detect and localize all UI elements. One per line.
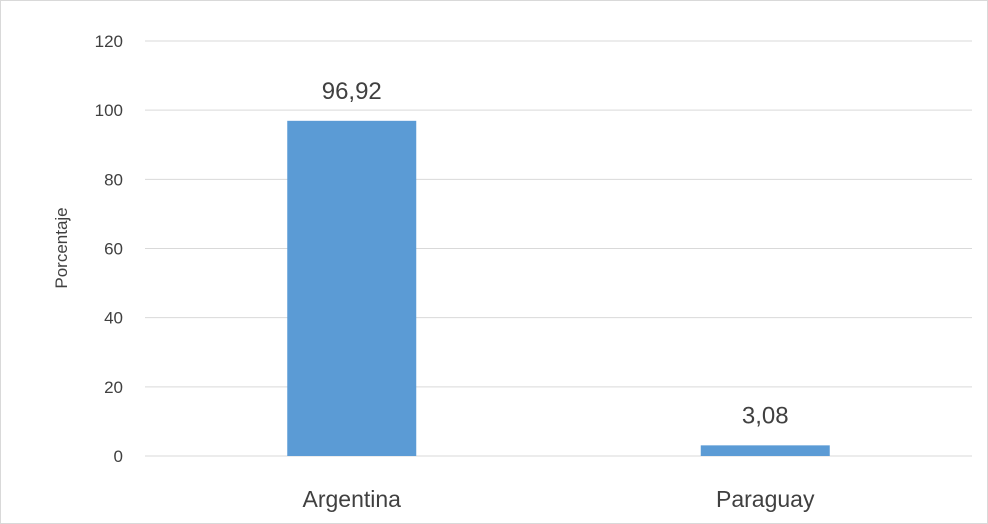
y-tick-label: 100 [95, 101, 123, 120]
y-axis-tick-labels: 0 20 40 60 80 100 120 [95, 32, 123, 466]
bar-paraguay [700, 445, 830, 456]
category-label-paraguay: Paraguay [716, 486, 815, 512]
category-label-argentina: Argentina [303, 486, 402, 512]
data-label-argentina: 96,92 [322, 78, 382, 105]
data-label-paraguay: 3,08 [742, 402, 789, 429]
bar-argentina [287, 120, 417, 457]
y-tick-label: 0 [114, 447, 123, 466]
y-tick-label: 120 [95, 32, 123, 51]
data-labels: 96,92 3,08 [322, 78, 789, 430]
y-axis-title: Porcentaje [52, 207, 71, 288]
y-tick-label: 80 [104, 170, 123, 189]
y-tick-label: 60 [104, 240, 123, 259]
x-axis-category-labels: Argentina Paraguay [303, 486, 815, 512]
y-tick-label: 40 [104, 309, 123, 328]
gridlines [145, 40, 972, 457]
bars [287, 120, 830, 457]
y-tick-label: 20 [104, 378, 123, 397]
